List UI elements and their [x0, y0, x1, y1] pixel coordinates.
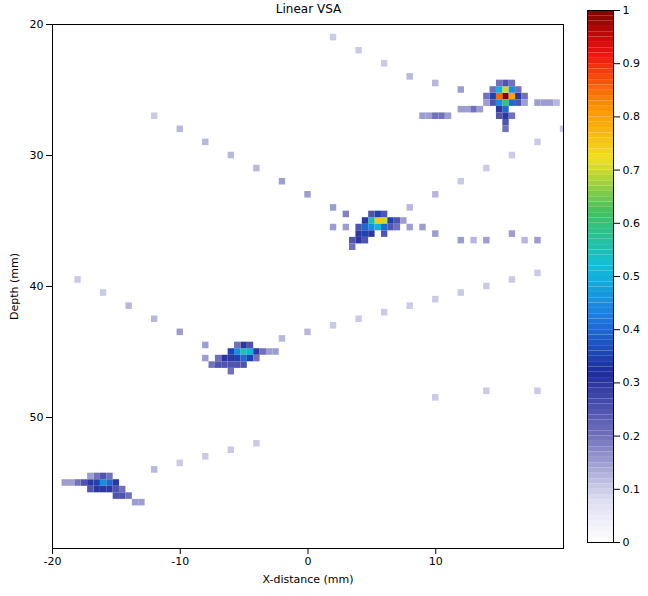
svg-text:0.8: 0.8	[623, 110, 641, 123]
svg-text:20: 20	[30, 18, 44, 31]
svg-text:0.6: 0.6	[623, 217, 641, 230]
svg-text:0.5: 0.5	[623, 270, 641, 283]
svg-text:0: 0	[305, 555, 312, 568]
svg-text:30: 30	[30, 149, 44, 162]
svg-text:1: 1	[623, 4, 630, 17]
svg-text:0.3: 0.3	[623, 376, 641, 389]
svg-text:Depth (mm): Depth (mm)	[8, 253, 21, 320]
svg-text:-20: -20	[44, 555, 62, 568]
html-text:Linear VSA: Linear VSA	[275, 2, 342, 16]
svg-text:0.7: 0.7	[623, 164, 641, 177]
svg-text:0.1: 0.1	[623, 483, 641, 496]
svg-text:0.9: 0.9	[623, 57, 641, 70]
svg-text:0: 0	[623, 536, 630, 549]
svg-text:0.2: 0.2	[623, 430, 641, 443]
svg-text:X-distance (mm): X-distance (mm)	[262, 573, 353, 586]
svg-text:10: 10	[429, 555, 443, 568]
svg-text:0.4: 0.4	[623, 323, 641, 336]
svg-text:40: 40	[30, 280, 44, 293]
svg-text:50: 50	[30, 411, 44, 424]
svg-text:-10: -10	[171, 555, 189, 568]
